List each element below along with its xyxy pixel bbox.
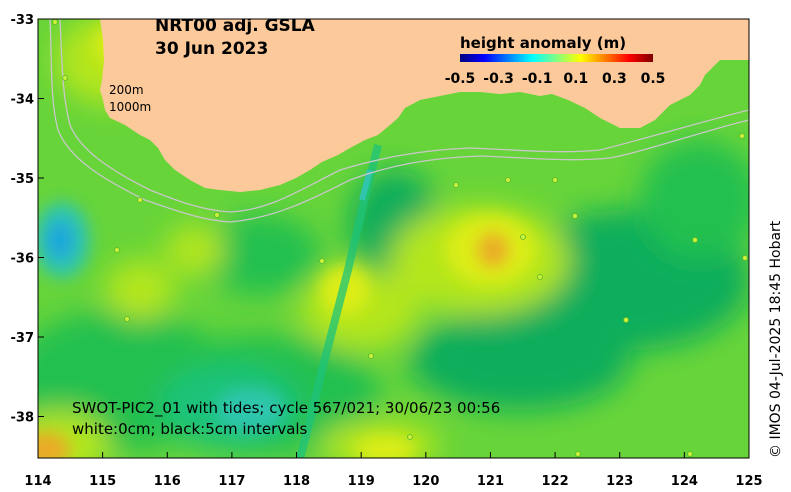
anomaly-green-mid <box>410 310 630 410</box>
obs-marker <box>687 451 693 457</box>
x-tick-label: 118 <box>283 474 310 489</box>
y-tick-label: -37 <box>11 331 35 346</box>
y-tick-label: -35 <box>11 172 35 187</box>
swath-track <box>296 144 382 458</box>
x-tick-label: 121 <box>477 474 504 489</box>
anomaly-orange-peak <box>477 232 509 268</box>
obs-marker <box>623 317 629 323</box>
obs-marker <box>124 316 130 322</box>
obs-marker <box>319 258 325 264</box>
x-tick-label: 124 <box>671 474 698 489</box>
anomaly-cyan-south <box>215 388 285 432</box>
legend-tick-label: -0.1 <box>522 71 553 87</box>
x-tick-label: 115 <box>89 474 116 489</box>
legend-tick-label: 0.5 <box>641 71 666 87</box>
color-legend: height anomaly (m) -0.5 -0.3 -0.1 0.1 0.3 0.5 <box>445 34 666 87</box>
obs-marker <box>537 274 543 280</box>
y-tick-label: -38 <box>11 411 35 426</box>
obs-marker <box>552 177 558 183</box>
plot-frame <box>37 18 750 459</box>
isobath-1000m <box>49 19 749 223</box>
anomaly-green-west <box>200 215 320 295</box>
legend-tick-label: -0.5 <box>445 71 476 87</box>
obs-marker <box>368 353 374 359</box>
isobath-200m <box>59 19 749 213</box>
obs-marker <box>505 177 511 183</box>
obs-marker <box>137 197 143 203</box>
map-title-line1: NRT00 adj. GSLA <box>155 16 316 36</box>
swot-swath <box>296 144 382 458</box>
x-axis: 114 115 116 117 118 119 120 121 122 123 124 125 <box>24 452 763 489</box>
imos-credit: © IMOS 04-Jul-2025 18:45 Hobart <box>768 220 784 458</box>
obs-marker <box>214 212 220 218</box>
x-tick-label: 125 <box>735 474 762 489</box>
legend-tick-label: 0.1 <box>563 71 588 87</box>
obs-marker <box>453 182 459 188</box>
australia-landmass <box>100 19 749 192</box>
map-plot-area: NRT00 adj. GSLA 30 Jun 2023 200m 1000m h… <box>38 16 749 458</box>
legend-tick-label: -0.3 <box>483 71 514 87</box>
obs-marker <box>575 451 581 457</box>
swath-track-highlight <box>359 169 373 201</box>
x-tick-label: 119 <box>348 474 375 489</box>
y-axis: -33 -34 -35 -36 -37 -38 <box>11 13 44 426</box>
x-tick-label: 117 <box>218 474 245 489</box>
anomaly-yellow-west <box>105 260 175 320</box>
observation-markers <box>52 19 748 457</box>
x-tick-label: 123 <box>606 474 633 489</box>
y-tick-label: -36 <box>11 252 35 267</box>
obs-marker <box>692 237 698 243</box>
obs-marker <box>114 247 120 253</box>
obs-marker <box>742 255 748 261</box>
obs-marker <box>52 19 58 25</box>
x-tick-label: 122 <box>542 474 569 489</box>
obs-marker <box>572 213 578 219</box>
anomaly-yellow-south-peak <box>355 436 415 458</box>
legend-title: height anomaly (m) <box>460 34 626 52</box>
legend-tick-labels: -0.5 -0.3 -0.1 0.1 0.3 0.5 <box>445 71 666 87</box>
caption-line2: white:0cm; black:5cm intervals <box>72 420 308 438</box>
obs-marker <box>62 75 68 81</box>
anomaly-orange-southwest <box>38 432 70 458</box>
isobath-label-200m: 200m <box>109 83 144 97</box>
isobath-label-1000m: 1000m <box>109 100 151 114</box>
obs-marker <box>407 434 413 440</box>
obs-marker <box>739 133 745 139</box>
map-title-line2: 30 Jun 2023 <box>155 39 268 59</box>
x-tick-label: 116 <box>154 474 181 489</box>
caption-line1: SWOT-PIC2_01 with tides; cycle 567/021; … <box>72 399 500 418</box>
anomaly-yellow-coast <box>165 225 225 275</box>
anomaly-green-east <box>640 140 749 260</box>
legend-colorbar <box>460 54 653 62</box>
legend-tick-label: 0.3 <box>602 71 627 87</box>
isobath-contours <box>49 19 749 223</box>
obs-marker <box>520 234 526 240</box>
y-tick-label: -33 <box>11 13 35 28</box>
anomaly-blue-west <box>46 220 74 260</box>
x-tick-label: 120 <box>412 474 439 489</box>
x-tick-label: 114 <box>24 474 51 489</box>
y-tick-label: -34 <box>11 93 35 108</box>
